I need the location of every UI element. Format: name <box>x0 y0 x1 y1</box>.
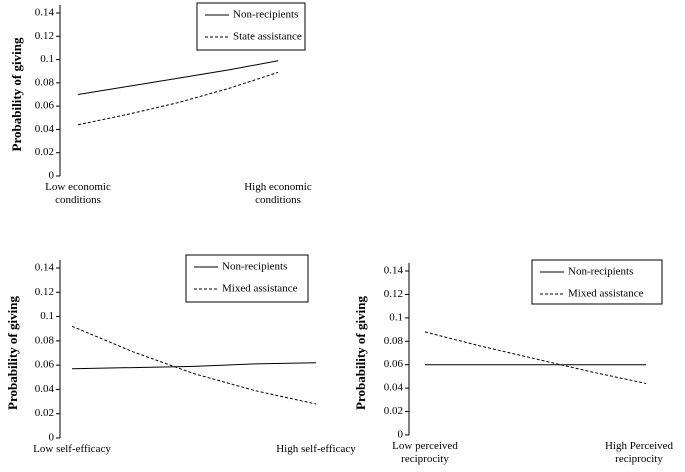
y-tick-label: 0.14 <box>35 262 55 274</box>
x-tick-label: Low economic conditions <box>45 181 111 206</box>
y-tick-label: 0.08 <box>35 334 55 346</box>
y-axis-label: Probability of giving <box>353 296 368 410</box>
series-line <box>77 71 279 126</box>
x-tick-label-box: Low economic conditions <box>45 181 111 206</box>
y-tick-label: 0.02 <box>35 146 54 158</box>
y-tick-label: 0.1 <box>40 53 54 65</box>
series-line <box>71 325 317 405</box>
y-tick-label: 0 <box>49 432 55 444</box>
y-tick-label: 0.08 <box>384 335 404 347</box>
series-line <box>71 362 317 370</box>
x-tick-label-box: High self-efficacy <box>276 443 356 455</box>
legend-box <box>185 254 309 303</box>
x-tick-label: High Perceived reciprocity <box>604 440 674 465</box>
x-tick-label-box: Low perceived reciprocity <box>392 440 458 465</box>
legend-label: Mixed assistance <box>568 288 644 300</box>
y-tick-label: 0.12 <box>384 288 403 300</box>
x-tick-label: Low perceived reciprocity <box>392 440 458 465</box>
y-tick-label: 0.14 <box>384 265 404 277</box>
y-tick-label: 0.04 <box>384 382 404 394</box>
y-tick-label: 0.12 <box>35 286 54 298</box>
legend-label: Non-recipients <box>233 9 298 21</box>
y-tick-label: 0.12 <box>35 30 54 42</box>
x-tick-label: High economic conditions <box>244 181 312 206</box>
legend-label: Mixed assistance <box>222 283 298 295</box>
x-tick-label-box: Low self-efficacy <box>33 443 111 455</box>
y-tick-label: 0.02 <box>384 405 403 417</box>
y-axis-label: Probability of giving <box>5 296 20 410</box>
y-tick-label: 0 <box>398 429 404 441</box>
legend-box <box>196 2 306 51</box>
y-tick-label: 0.14 <box>35 7 55 19</box>
y-tick-label: 0.1 <box>389 311 403 323</box>
x-tick-label-box: High economic conditions <box>244 181 312 206</box>
y-tick-label: 0.06 <box>35 359 55 371</box>
y-tick-label: 0.08 <box>35 76 55 88</box>
y-tick-label: 0.02 <box>35 407 54 419</box>
y-axis-label: Probability of giving <box>9 37 24 151</box>
x-tick-label: Low self-efficacy <box>33 443 111 455</box>
x-tick-label: High self-efficacy <box>276 443 356 455</box>
x-tick-label-box: High Perceived reciprocity <box>604 440 674 465</box>
legend-label: Non-recipients <box>222 261 287 273</box>
series-line <box>424 331 647 384</box>
y-tick-label: 0 <box>49 170 55 182</box>
legend-box <box>531 259 663 305</box>
legend-label: Non-recipients <box>568 266 633 278</box>
y-tick-label: 0.04 <box>35 123 55 135</box>
series-line <box>77 60 279 95</box>
y-tick-label: 0.04 <box>35 383 55 395</box>
legend-label: State assistance <box>233 31 302 43</box>
y-tick-label: 0.1 <box>40 310 54 322</box>
y-tick-label: 0.06 <box>35 100 55 112</box>
y-tick-label: 0.06 <box>384 358 404 370</box>
